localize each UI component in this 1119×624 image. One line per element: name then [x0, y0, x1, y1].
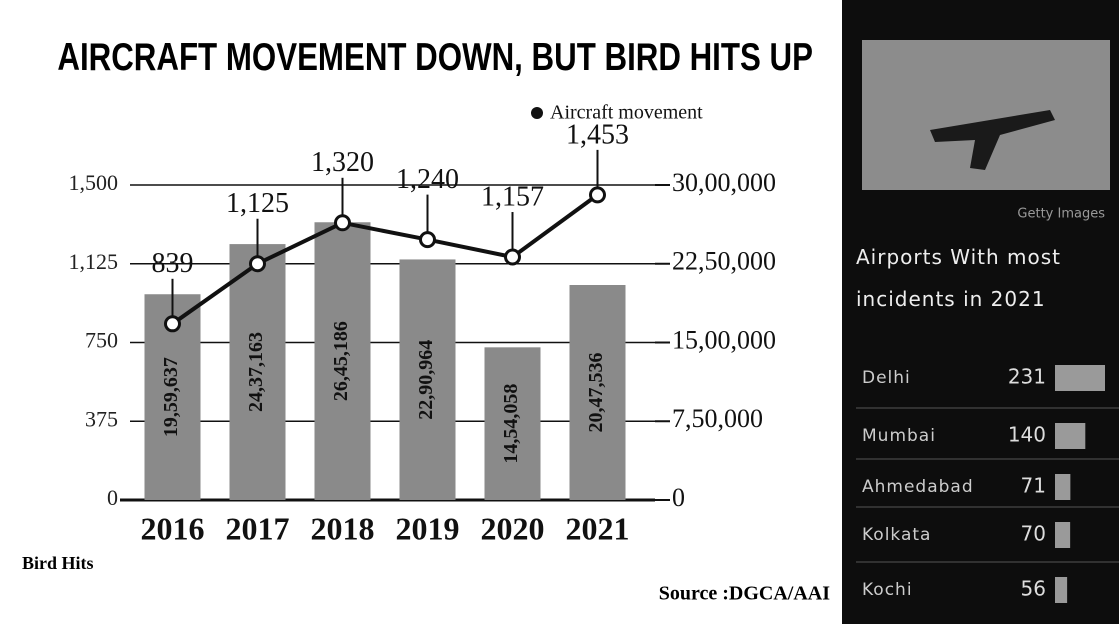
y-tick-label: 1,500 — [69, 170, 119, 195]
page: AIRCRAFT MOVEMENT DOWN, BUT BIRD HITS UP… — [0, 0, 1119, 624]
x-tick-label: 2020 — [481, 510, 545, 546]
bar-value-label: 14,54,058 — [500, 384, 522, 464]
side-bar — [1055, 522, 1070, 548]
point — [336, 216, 350, 230]
side-bar — [1055, 577, 1067, 603]
side-category: Ahmedabad — [862, 477, 974, 497]
x-tick-label: 2016 — [141, 510, 205, 546]
y2-tick-label: 15,00,000 — [672, 325, 776, 354]
y2-tick-label: 0 — [672, 483, 685, 512]
side-category: Mumbai — [862, 426, 936, 446]
point — [251, 257, 265, 271]
x-tick-label: 2019 — [396, 510, 460, 546]
legend-marker — [531, 107, 543, 119]
bar-value-label: 26,45,186 — [330, 321, 352, 401]
y-axis-label: Bird Hits — [22, 553, 94, 573]
y-tick-label: 0 — [107, 485, 118, 510]
side-value: 140 — [1008, 423, 1046, 447]
bar-value-label: 22,90,964 — [415, 340, 437, 420]
bar-value-label: 24,37,163 — [245, 332, 267, 412]
image-credit: Getty Images — [1017, 207, 1105, 222]
y-tick-label: 750 — [85, 328, 118, 353]
x-tick-label: 2021 — [566, 510, 630, 546]
x-tick-label: 2017 — [226, 510, 290, 546]
side-value: 56 — [1021, 577, 1046, 601]
chart-title: AIRCRAFT MOVEMENT DOWN, BUT BIRD HITS UP — [57, 35, 813, 79]
point — [421, 233, 435, 247]
side-title: Airports With most incidents in 2021 — [856, 236, 1111, 320]
y-tick-label: 375 — [85, 406, 118, 431]
side-value: 70 — [1021, 522, 1046, 546]
source: Source :DGCA/AAI — [659, 583, 831, 605]
side-bar — [1055, 423, 1085, 449]
x-tick-label: 2018 — [311, 510, 375, 546]
point-value-label: 1,125 — [226, 188, 289, 219]
side-category: Delhi — [862, 368, 911, 388]
point-value-label: 839 — [152, 248, 194, 279]
point — [166, 317, 180, 331]
side-value: 71 — [1021, 474, 1046, 498]
side-bar — [1055, 365, 1105, 391]
side-category: Kochi — [862, 580, 913, 600]
y2-tick-label: 30,00,000 — [672, 168, 776, 197]
y-tick-label: 1,125 — [69, 249, 119, 274]
y2-tick-label: 7,50,000 — [672, 404, 763, 433]
bar-value-label: 19,59,637 — [160, 357, 182, 437]
bar-value-label: 20,47,536 — [585, 353, 607, 433]
point-value-label: 1,453 — [566, 119, 629, 150]
side-bar — [1055, 474, 1070, 500]
legend-label: Aircraft movement — [550, 102, 703, 124]
point — [591, 188, 605, 202]
point — [506, 250, 520, 264]
y2-tick-label: 22,50,000 — [672, 247, 776, 276]
point-value-label: 1,157 — [481, 181, 544, 212]
side-value: 231 — [1008, 365, 1046, 389]
point-value-label: 1,240 — [396, 164, 459, 195]
point-value-label: 1,320 — [311, 147, 374, 178]
side-category: Kolkata — [862, 525, 931, 545]
